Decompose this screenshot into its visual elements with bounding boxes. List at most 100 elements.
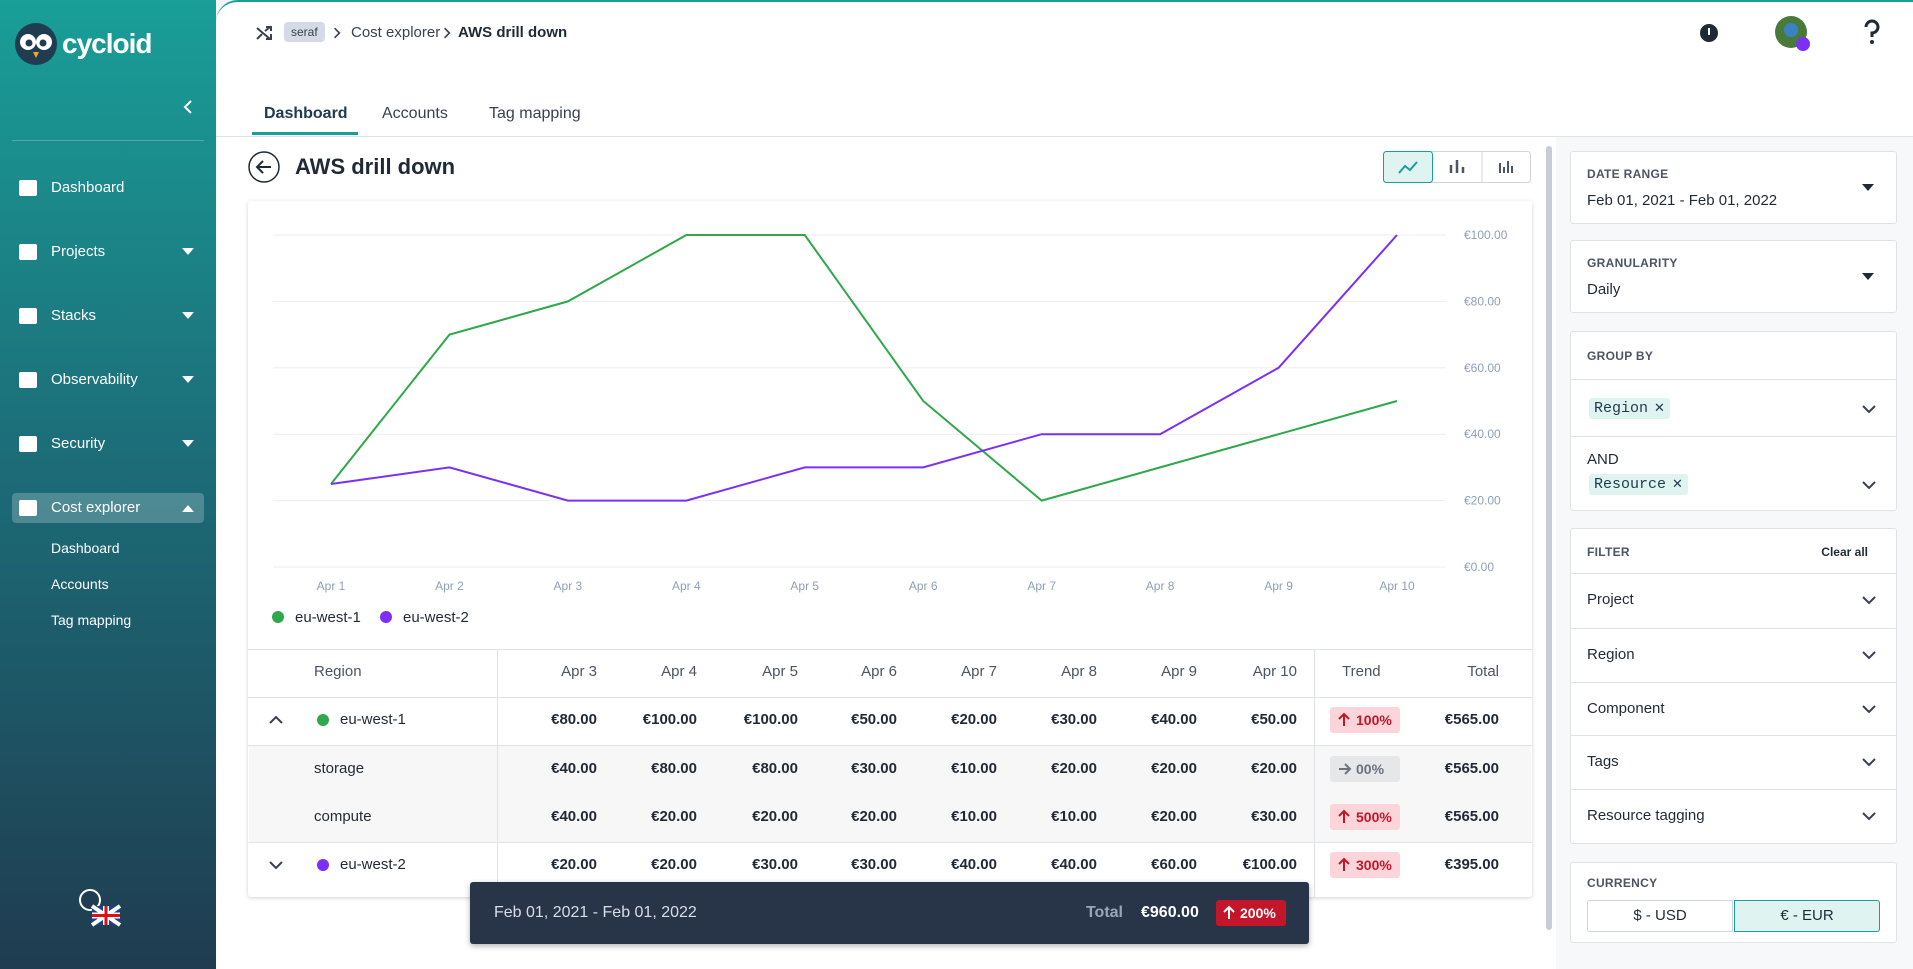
caret-shape [182, 376, 194, 383]
icon-shape [19, 372, 37, 388]
subnav-item[interactable]: Accounts [51, 576, 109, 592]
subnav-item[interactable]: Dashboard [51, 540, 120, 556]
currency-option[interactable]: $ - USD [1587, 900, 1733, 932]
legend-swatch [380, 611, 392, 623]
y-tick-label: €40.00 [1464, 427, 1501, 441]
cell: €20.00 [651, 808, 697, 825]
series-line [330, 234, 1398, 502]
chevron-shape [444, 27, 451, 39]
breadcrumb-separator [334, 27, 341, 39]
y-tick-label: €20.00 [1464, 494, 1501, 508]
nav-item[interactable]: Dashboard [51, 179, 125, 196]
granularity-box[interactable] [1570, 240, 1897, 313]
caret [182, 440, 194, 447]
divider [1571, 789, 1896, 790]
badge-bg [1330, 707, 1400, 733]
nav-item[interactable]: Cost explorer [51, 499, 141, 516]
column-header: Apr 7 [961, 663, 997, 680]
column-header: Apr 3 [561, 663, 597, 680]
chevron-shape [1862, 812, 1876, 821]
group-chip[interactable]: Resource ✕ [1589, 474, 1688, 495]
chevron [1862, 405, 1876, 414]
nav-item[interactable]: Projects [51, 243, 106, 260]
avatar [1775, 16, 1810, 51]
caret [182, 312, 194, 319]
chevron-shape [334, 27, 341, 39]
cell: €20.00 [951, 711, 997, 728]
icon-shape [256, 26, 272, 40]
filter-item[interactable]: Project [1587, 591, 1634, 608]
legend-label: eu-west-2 [403, 609, 469, 626]
nav-item[interactable]: Observability [51, 371, 138, 388]
brand: cycloid [62, 28, 152, 59]
subnav-item[interactable]: Tag mapping [51, 612, 132, 628]
y-tick-label: €80.00 [1464, 294, 1501, 308]
row-total: €565.00 [1444, 808, 1499, 825]
flag-cross [92, 906, 120, 925]
cell: €40.00 [551, 760, 597, 777]
column-header: Total [1467, 663, 1499, 680]
filter-item[interactable]: Region [1587, 646, 1635, 663]
avatar-shape [1784, 23, 1798, 37]
cell: €10.00 [1051, 808, 1097, 825]
chip-remove[interactable]: ✕ [1672, 477, 1683, 492]
x-tick-label: Apr 3 [554, 579, 583, 593]
chip-remove[interactable]: ✕ [1654, 401, 1665, 416]
x-tick-label: Apr 6 [909, 579, 938, 593]
chevron-shape [1862, 651, 1876, 660]
nav-item[interactable]: Stacks [51, 307, 97, 324]
field-label: DATE RANGE [1587, 167, 1669, 181]
currency-option-active[interactable]: € - EUR [1734, 900, 1880, 932]
cell: €50.00 [851, 711, 897, 728]
cell: €30.00 [1251, 808, 1297, 825]
breadcrumb-item[interactable]: Cost explorer [351, 24, 441, 41]
chevron [1862, 705, 1876, 714]
tab[interactable]: Tag mapping [489, 105, 581, 122]
cell: €100.00 [743, 711, 798, 728]
cell: €40.00 [551, 808, 597, 825]
chevron [1862, 758, 1876, 767]
filter-item[interactable]: Tags [1587, 753, 1619, 770]
row-divider [248, 842, 1532, 843]
caret-shape [182, 440, 194, 447]
nav-item[interactable]: Security [51, 435, 106, 452]
badge-bg [1330, 756, 1400, 782]
divider [1571, 735, 1896, 736]
filter-item[interactable]: Resource tagging [1587, 807, 1705, 824]
badge-bg [1330, 852, 1400, 878]
cell: €10.00 [951, 808, 997, 825]
cell: €40.00 [951, 856, 997, 873]
group-chip[interactable]: Region ✕ [1589, 398, 1670, 419]
divider [1571, 628, 1896, 629]
trend-arrow [1338, 809, 1350, 823]
cell: €30.00 [851, 856, 897, 873]
divider [1571, 682, 1896, 683]
group-joiner: AND [1587, 451, 1619, 468]
row-swatch [317, 714, 329, 726]
column-header: Apr 8 [1061, 663, 1097, 680]
date-range-box[interactable] [1570, 151, 1897, 224]
collapse [183, 100, 192, 114]
chevron [1862, 481, 1876, 490]
cell: €40.00 [1051, 856, 1097, 873]
filter-item[interactable]: Component [1587, 700, 1665, 717]
caret-shape [1862, 184, 1874, 191]
language-flag [79, 889, 122, 927]
caret [1862, 184, 1874, 191]
clear-all[interactable]: Clear all [1821, 545, 1868, 559]
icon-shape [1864, 19, 1880, 37]
back-button [248, 151, 280, 183]
toggle-active [1383, 151, 1433, 183]
cell: €80.00 [651, 760, 697, 777]
tab[interactable]: Dashboard [264, 105, 348, 122]
column-header: Apr 4 [661, 663, 697, 680]
cell: €20.00 [851, 808, 897, 825]
sidebar [0, 0, 216, 969]
icon-shape [19, 500, 37, 516]
help-icon [1864, 19, 1880, 44]
x-tick-label: Apr 1 [317, 579, 346, 593]
trend-value: 200% [1240, 905, 1276, 921]
tab[interactable]: Accounts [382, 105, 448, 122]
col-divider [497, 649, 498, 897]
legend-label: eu-west-1 [295, 609, 361, 626]
